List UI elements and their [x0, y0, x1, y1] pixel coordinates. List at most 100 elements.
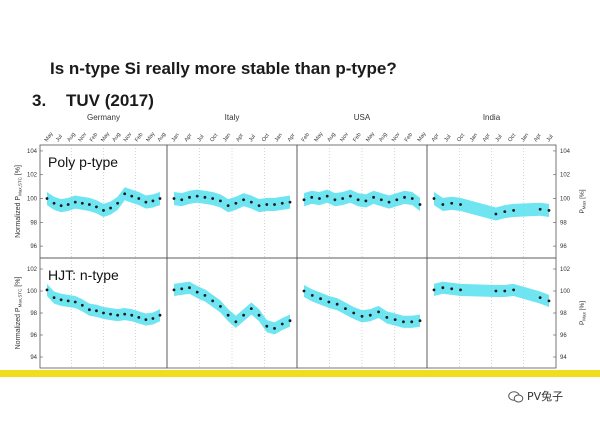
month-tick-label: May	[145, 131, 156, 143]
y-tick-label-right: 96	[560, 244, 567, 250]
y-tick-label: 100	[27, 289, 38, 295]
watermark: PV兔子	[508, 388, 563, 404]
panel-title: Italy	[225, 113, 240, 122]
data-point	[158, 313, 162, 317]
month-tick-label: Jan	[222, 132, 232, 143]
data-point	[410, 320, 414, 324]
month-tick-label: Apr	[235, 133, 245, 144]
data-point	[45, 288, 49, 292]
month-tick-label: Apr	[184, 133, 194, 144]
data-point	[203, 294, 207, 297]
data-point	[45, 197, 49, 200]
month-tick-label: Jan	[274, 132, 284, 143]
data-point	[172, 197, 176, 200]
data-point	[403, 195, 406, 199]
data-point	[512, 209, 516, 212]
month-tick-label: Aug	[327, 132, 338, 143]
y-tick-label-right: 104	[560, 149, 571, 155]
data-point	[402, 320, 405, 324]
data-point	[327, 300, 331, 304]
uncertainty-band	[174, 281, 290, 335]
month-tick-label: May	[44, 131, 55, 143]
y-tick-label-right: 100	[560, 197, 571, 203]
data-point	[226, 204, 230, 208]
month-tick-label: Nov	[78, 131, 89, 143]
panel-india-row2	[426, 257, 557, 369]
data-point	[242, 313, 246, 317]
month-tick-label: Jan	[171, 132, 181, 143]
data-point	[95, 309, 98, 313]
data-point	[318, 197, 321, 200]
data-point	[418, 319, 422, 323]
row-label: Poly p-type	[48, 154, 118, 170]
data-point	[249, 307, 253, 310]
data-point	[494, 212, 498, 216]
data-point	[137, 316, 141, 319]
month-tick-label: May	[314, 131, 325, 143]
data-point	[418, 203, 422, 206]
data-point	[459, 203, 462, 206]
y-tick-label-right: 96	[560, 333, 567, 339]
y-tick-label-right: 98	[560, 311, 567, 317]
panel-title: Germany	[87, 113, 120, 122]
month-tick-label: Apr	[482, 133, 492, 144]
month-tick-label: Feb	[404, 132, 414, 143]
data-point	[123, 192, 127, 196]
uncertainty-band	[434, 281, 549, 307]
data-point	[195, 194, 199, 198]
data-point	[459, 288, 462, 292]
y-tick-label: 94	[30, 355, 37, 361]
month-tick-label: Aug	[66, 132, 77, 143]
data-point	[80, 201, 84, 205]
y-tick-label: 102	[27, 173, 38, 179]
data-point	[450, 201, 454, 205]
data-point	[265, 324, 269, 328]
month-tick-label: May	[417, 131, 428, 143]
data-point	[494, 289, 498, 293]
data-point	[73, 200, 77, 204]
y-axis-label-right: PMax [%]	[579, 301, 587, 325]
data-point	[325, 194, 329, 198]
data-point	[242, 198, 246, 202]
data-point	[310, 294, 314, 297]
data-point	[130, 194, 134, 198]
month-tick-label: Jan	[520, 132, 530, 143]
data-point	[203, 195, 207, 199]
month-tick-label: Apr	[533, 133, 543, 144]
section-heading: 3. TUV (2017)	[32, 91, 154, 111]
data-point	[280, 322, 284, 326]
uncertainty-band	[47, 187, 160, 217]
data-point	[441, 286, 445, 290]
panel-italy-row1	[166, 144, 298, 259]
data-point	[372, 195, 375, 199]
data-point	[52, 296, 56, 299]
data-point	[144, 200, 148, 204]
data-point	[538, 207, 542, 211]
data-point	[349, 194, 352, 198]
uncertainty-band	[434, 191, 549, 221]
data-point	[503, 289, 507, 293]
data-point	[52, 201, 56, 205]
month-tick-label: Nov	[123, 131, 134, 143]
data-point	[66, 203, 70, 206]
data-point	[66, 299, 70, 303]
data-point	[109, 206, 112, 210]
data-point	[144, 318, 148, 321]
data-point	[341, 197, 345, 200]
month-tick-label: Oct	[507, 132, 517, 143]
month-tick-label: Oct	[261, 132, 271, 143]
y-tick-label: 100	[27, 197, 38, 203]
month-tick-label: Oct	[456, 132, 466, 143]
month-tick-label: Jul	[197, 134, 206, 143]
row-label: HJT: n-type	[48, 267, 119, 283]
y-tick-label: 96	[30, 244, 37, 250]
data-point	[547, 299, 551, 303]
section-title: TUV (2017)	[66, 91, 154, 110]
data-point	[344, 307, 347, 310]
data-point	[538, 296, 542, 299]
y-tick-label-right: 94	[560, 355, 567, 361]
data-point	[158, 197, 162, 200]
data-point	[333, 198, 337, 202]
data-point	[234, 320, 238, 324]
data-point	[377, 310, 380, 314]
